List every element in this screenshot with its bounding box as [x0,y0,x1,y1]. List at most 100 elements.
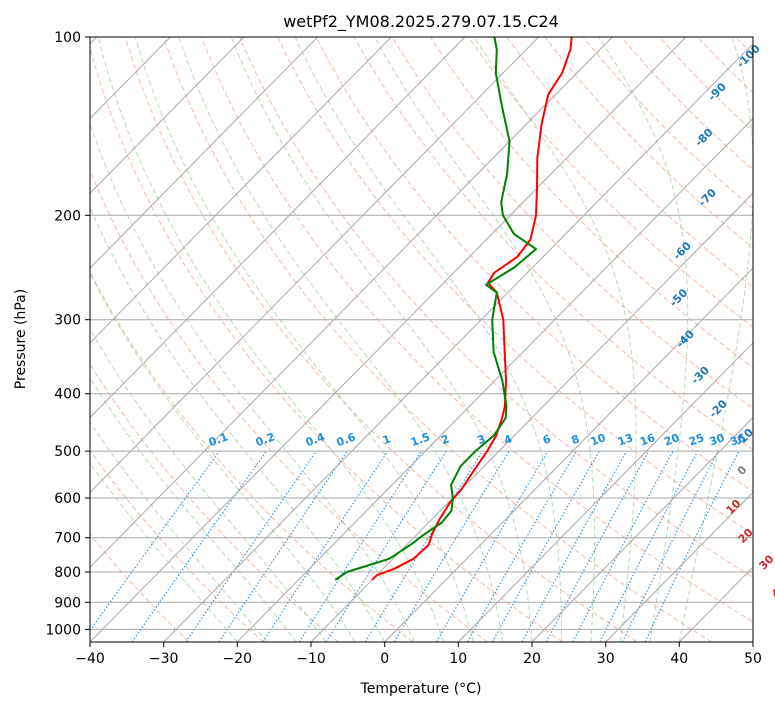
x-axis-label: Temperature (°C) [360,681,482,697]
mixing-ratio-label: 13 [616,431,635,448]
plot-frame [89,36,754,643]
mixing-ratio-label: 36 [728,431,747,449]
y-tick-label: 100 [54,30,81,46]
x-axis-ticks: −40 −30 −20 −10 0 10 20 30 40 50 [75,642,762,667]
y-tick-label: 600 [54,491,81,507]
mixing-ratio-line [545,450,650,642]
mixing-ratio-line [364,450,484,642]
moist-adiabat [374,37,596,642]
mixing-ratio-line [521,450,628,642]
dry-adiabat [315,37,753,493]
mixing-ratio-line [262,450,389,642]
temperature-profile [371,37,573,581]
mixing-ratio-label: 4 [502,432,514,447]
x-tick-label: −10 [296,651,326,667]
isotherm-gridlines [90,37,753,642]
mixing-ratio-label: 6 [541,432,553,447]
isotherm-gridline [605,491,753,642]
mixing-ratio-lines [90,450,740,642]
mixing-ratio-label: 0.4 [304,430,327,449]
dry-adiabat [353,37,753,451]
y-tick-label: 500 [54,444,81,460]
mixing-ratio-line [621,450,719,642]
mixing-ratio-label: 1 [381,432,393,447]
moist-adiabat [97,37,445,642]
dry-adiabat [162,37,712,642]
mixing-ratio-label: 0.2 [254,430,277,449]
isotherm-gridline [90,37,392,344]
isotherm-gridline [90,37,539,494]
dry-adiabat [90,271,414,642]
mixing-ratio-label: 0.6 [335,430,358,449]
isotherm-gridline [384,267,753,642]
isotherm-gridline [457,342,753,642]
dry-adiabat [468,37,753,328]
moist-adiabat [90,328,327,642]
isotherm-gridline [236,117,753,642]
mixing-ratio-label: 16 [638,431,657,449]
moist-adiabat [598,37,689,642]
moist-adiabat [230,37,533,642]
y-tick-label: 200 [54,208,81,224]
x-tick-label: −40 [75,651,105,667]
moist-adiabat [294,37,562,642]
mixing-ratio-label: 30 [708,431,727,449]
isotherm-gridline [163,42,753,642]
dry-adiabat [90,533,190,642]
y-tick-label: 900 [54,595,81,611]
isotherm-gridline [90,37,613,568]
moist-adiabat [678,37,753,642]
mixing-ratio-label: 3 [476,432,488,447]
mixing-ratio-label: 20 [662,431,681,449]
moist-adiabat [90,462,238,642]
x-tick-label: 50 [744,651,762,667]
x-tick-label: 10 [449,651,467,667]
isotherm-gridline [90,37,245,194]
mixing-ratio-line [599,450,699,642]
y-tick-label: 400 [54,387,81,403]
dry-adiabat [90,46,563,642]
x-tick-label: −20 [223,651,253,667]
mixing-ratio-line [218,450,348,642]
moist-adiabat [90,206,386,642]
dry-adiabat [391,37,753,409]
mixing-ratio-line [131,450,267,642]
isotherm-gridline [90,37,466,419]
moist-adiabat [134,37,474,642]
mixing-ratio-label: 10 [589,431,608,449]
mixing-ratio-line [298,450,423,642]
moist-adiabat [90,421,268,642]
mixing-ratio-line [185,450,317,642]
moist-adiabat [178,37,503,642]
y-axis-ticks: 100 200 300 400 500 600 700 800 900 1000 [45,30,90,638]
mixing-ratio-label: 0.1 [207,430,230,449]
dry-adiabat [124,37,638,642]
y-tick-label: 1000 [45,622,81,638]
dewpoint-profile [334,37,537,581]
mixing-ratio-label: 2 [439,432,451,447]
isotherm-gridline [90,37,687,642]
y-tick-label: 800 [54,565,81,581]
x-tick-label: 30 [597,651,615,667]
mixing-ratio-label: 1.5 [409,430,432,449]
dry-adiabats [90,37,753,642]
chart-title: wetPf2_YM08.2025.279.07.15.C24 [283,12,559,32]
dry-adiabat [200,37,753,623]
mixing-ratio-line [491,450,600,642]
dry-adiabat-label: 30 [757,552,775,572]
x-tick-label: 20 [523,651,541,667]
moist-adiabat [90,272,356,642]
moist-adiabat [473,37,637,642]
mixing-ratio-line [393,450,510,642]
mixing-ratio-line [572,450,674,642]
sounding-profiles [334,37,573,581]
dry-adiabat-label: 40 [769,581,775,601]
moist-adiabat [90,377,297,642]
isotherm-gridline [310,192,753,642]
y-tick-label: 300 [54,313,81,329]
y-axis-label: Pressure (hPa) [13,289,29,389]
mixing-ratio-label: 25 [687,431,706,448]
x-tick-label: −30 [149,651,179,667]
dry-adiabat [239,37,753,579]
